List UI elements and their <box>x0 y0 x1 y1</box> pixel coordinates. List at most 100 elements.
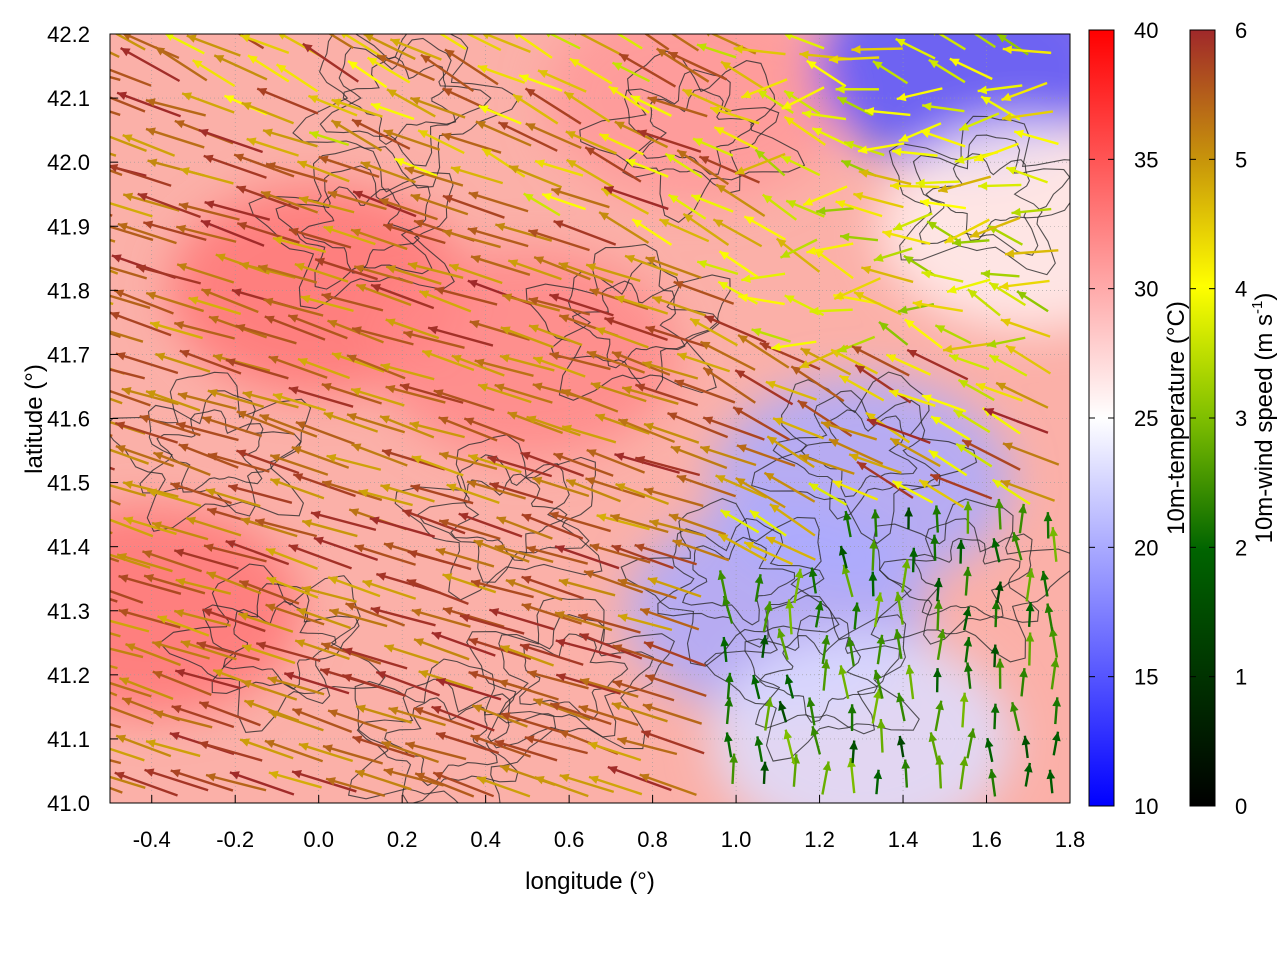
wind-arrow-head <box>179 349 190 358</box>
wind-arrow-head <box>467 226 478 236</box>
wind-arrow <box>267 676 325 696</box>
wind-arrow-shaft <box>405 742 467 761</box>
wind-arrow <box>242 390 299 409</box>
wind-arrow <box>241 101 294 125</box>
wind-arrow-head <box>1019 668 1028 678</box>
wind-arrow-head <box>298 742 309 751</box>
wind-arrow-shaft <box>555 639 622 659</box>
wind-arrow-head <box>773 417 783 426</box>
wind-arrow-shaft <box>442 194 505 219</box>
wind-arrow-head <box>569 58 580 68</box>
wind-arrow <box>468 191 529 213</box>
wind-arrow-head <box>656 48 667 58</box>
wind-arrow-head <box>956 539 966 549</box>
wind-arrow-head <box>177 262 188 272</box>
wind-arrow-head <box>555 545 565 554</box>
wind-arrow-shaft <box>617 418 676 444</box>
wind-arrow <box>265 547 318 570</box>
wind-arrow <box>526 545 589 565</box>
wind-arrow-head <box>402 509 413 518</box>
wind-arrow <box>969 216 1021 239</box>
wind-arrow-head <box>258 264 269 273</box>
wind-arrow <box>872 60 909 85</box>
wind-arrow <box>888 389 936 407</box>
wind-arrow-head <box>893 629 903 639</box>
wind-arrow <box>301 585 357 603</box>
wind-arrow-head <box>838 665 847 676</box>
wind-arrow <box>990 644 1000 668</box>
wind-arrow-head <box>676 474 687 484</box>
wind-arrow-shaft <box>442 229 501 249</box>
wind-arrow-head <box>225 540 236 549</box>
wind-arrow <box>672 539 730 562</box>
wind-arrow-shaft <box>143 574 206 595</box>
wind-arrow-head <box>246 137 257 146</box>
wind-arrow <box>323 225 376 246</box>
wind-arrow-head <box>442 229 453 238</box>
wind-arrow-shaft <box>291 707 353 734</box>
x-tick-label: 0.2 <box>387 827 418 852</box>
wind-arrow-shaft <box>369 517 436 538</box>
wind-arrow-shaft <box>259 413 318 438</box>
wind-arrow <box>760 761 769 785</box>
wind-speed-colorbar-label: 10m-wind speed (m s-1) <box>1249 293 1278 544</box>
wind-arrow <box>173 608 231 627</box>
wind-arrow-head <box>861 265 872 275</box>
wind-arrow-shaft <box>699 340 756 371</box>
wind-arrow-shaft <box>302 42 359 83</box>
wind-arrow <box>205 773 267 792</box>
wind-arrow-shaft <box>383 129 441 151</box>
wind-arrow-head <box>760 761 769 771</box>
wind-arrow <box>806 697 816 726</box>
wind-arrow <box>1043 512 1053 539</box>
wind-arrow <box>139 414 201 437</box>
wind-arrow <box>1018 503 1027 534</box>
wind-arrow <box>780 155 821 177</box>
wind-arrow-shaft <box>929 473 993 500</box>
wind-arrow-shaft <box>269 478 325 500</box>
wind-arrow-shaft <box>851 345 910 377</box>
wind-arrow-shaft <box>186 34 241 57</box>
wind-arrow-head <box>352 119 363 128</box>
wind-arrow-shaft <box>300 295 354 313</box>
wind-arrow-head <box>203 154 214 163</box>
wind-arrow-head <box>381 740 392 750</box>
wind-arrow-head <box>532 476 543 485</box>
wind-arrow <box>174 668 241 690</box>
wind-arrow <box>893 628 903 659</box>
wind-arrow-shaft <box>110 706 154 725</box>
wind-arrow-head <box>198 128 209 138</box>
wind-arrow <box>696 260 739 276</box>
wind-arrow-head <box>735 478 746 487</box>
wind-arrow-head <box>896 92 907 102</box>
wind-arrow-head <box>549 511 560 520</box>
wind-arrow-shaft <box>114 771 178 797</box>
wind-arrow-head <box>298 195 309 205</box>
wind-arrow <box>296 608 351 630</box>
wind-arrow-head <box>892 481 903 490</box>
wind-arrow <box>838 374 885 402</box>
wind-arrow-shaft <box>403 331 465 349</box>
wind-arrow-shaft <box>122 193 180 212</box>
wind-arrow <box>933 668 942 693</box>
wind-arrow-head <box>182 92 193 101</box>
wind-arrow-head <box>696 43 707 52</box>
wind-arrow-head <box>59 708 69 716</box>
wind-arrow-shaft <box>382 223 446 245</box>
wind-arrow <box>346 412 406 434</box>
wind-arrow-head <box>436 678 447 687</box>
wind-arrow <box>595 327 649 349</box>
wind-arrow <box>608 85 650 114</box>
wind-arrow-shaft <box>702 366 756 404</box>
wind-arrow <box>121 34 180 60</box>
wind-arrow <box>549 702 612 726</box>
wind-arrow <box>399 383 464 404</box>
wind-arrow-head <box>111 254 122 263</box>
wind-arrow <box>876 634 886 665</box>
wind-arrow-head <box>550 702 561 711</box>
wind-arrow-shaft <box>240 517 298 538</box>
wind-arrow-head <box>682 89 693 98</box>
wind-arrow-head <box>262 128 273 137</box>
wind-arrow <box>414 772 475 798</box>
wind-arrow <box>785 199 825 218</box>
